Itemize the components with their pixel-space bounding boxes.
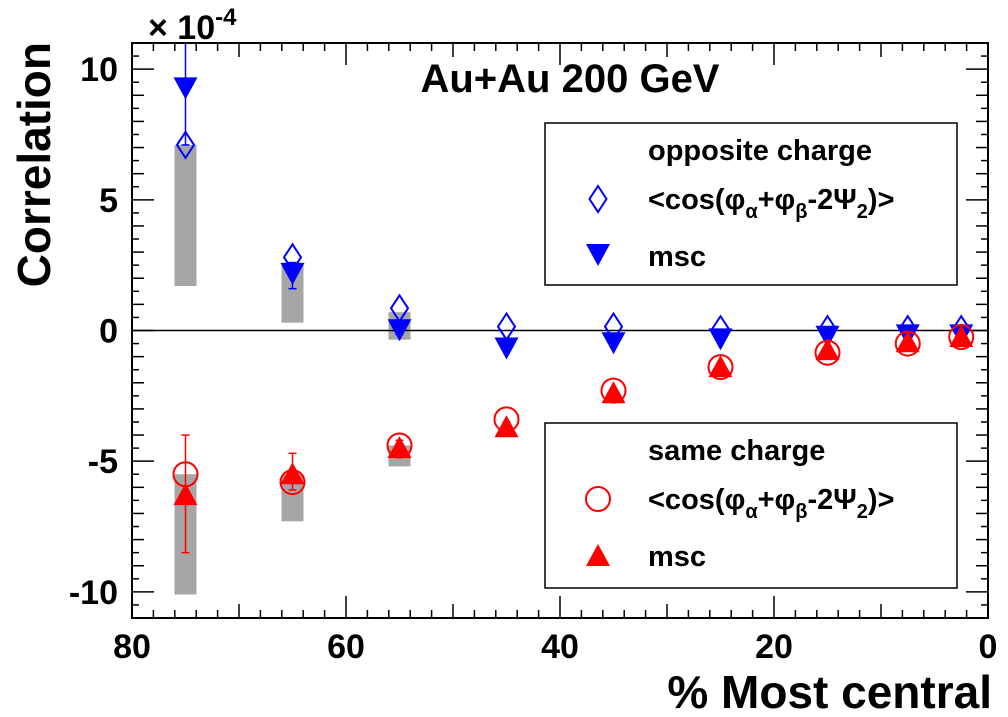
legend-text: )>: [868, 184, 895, 216]
legend-marker: [588, 184, 608, 214]
legend-label: msc: [648, 241, 706, 273]
y-tick-label: -5: [88, 443, 118, 481]
legend-box: [544, 422, 958, 589]
data-point: [815, 325, 840, 348]
legend-subscript: 2: [857, 201, 868, 223]
data-point: [173, 483, 198, 506]
legend-text: -2Ψ: [808, 484, 857, 516]
legend-header: same charge: [648, 435, 825, 467]
x-tick-label: 40: [541, 628, 579, 666]
legend-text: -2Ψ: [808, 184, 857, 216]
y-tick-label: 10: [80, 51, 118, 89]
legend-marker: [586, 544, 610, 566]
legend-subscript: 2: [857, 501, 868, 523]
data-point: [496, 311, 517, 342]
data-point: [895, 330, 920, 353]
legend-text: +φ: [758, 184, 796, 216]
legend-upper-right: opposite charge <cos(φα+φβ-2Ψ2)> msc: [544, 122, 958, 286]
data-point: [387, 436, 412, 459]
data-point: [949, 325, 974, 348]
data-point: [494, 415, 519, 438]
x-tick-label: 80: [113, 628, 151, 666]
data-series: [172, 43, 975, 554]
data-point: [494, 337, 519, 360]
y-tick-label: -10: [69, 574, 118, 612]
data-point: [601, 381, 626, 404]
legend-lower-right: same charge <cos(φα+φβ-2Ψ2)> msc: [544, 422, 958, 589]
legend-text: <cos(φ: [648, 184, 745, 216]
data-point: [175, 130, 196, 160]
y-tick-label: 5: [99, 182, 118, 220]
legend-marker: [585, 486, 611, 512]
systematic-band-opposite-0: [174, 144, 197, 287]
y-axis-label: Correlation: [8, 42, 60, 287]
x-tick-label: 20: [755, 628, 793, 666]
legend-marker: [586, 244, 610, 266]
legend-subscript: β: [795, 201, 807, 223]
legend-subscript: β: [795, 501, 807, 523]
axis-scale-label: × 10: [148, 9, 215, 47]
legend-label: <cos(φα+φβ-2Ψ2)>: [648, 184, 894, 223]
chart-title: Au+Au 200 GeV: [420, 57, 719, 101]
legend-header: opposite charge: [648, 135, 872, 167]
data-point: [708, 328, 733, 351]
axis-scale-exponent: -4: [215, 4, 237, 31]
legend-box: [544, 122, 958, 286]
legend-text: )>: [868, 484, 895, 516]
y-tick-label: 0: [99, 313, 118, 351]
data-point: [173, 77, 198, 100]
legend-subscript: α: [745, 501, 758, 523]
data-point: [387, 319, 412, 342]
legend-text: <cos(φ: [648, 484, 745, 516]
x-tick-label: 0: [979, 628, 998, 666]
plot-axes: 80 60 40 20 0 10 5 0 -5 -10: [69, 42, 998, 666]
systematic-band-opposite-1: [281, 262, 304, 323]
legend-text: +φ: [758, 484, 796, 516]
legend-label: <cos(φα+φβ-2Ψ2)>: [648, 484, 894, 523]
x-tick-label: 60: [327, 628, 365, 666]
data-point: [280, 263, 305, 285]
data-point: [708, 355, 733, 378]
axis-scale-factor: × 10-4: [148, 4, 237, 47]
series-same-triangle-up: [173, 325, 974, 554]
systematic-uncertainty-bands: [174, 144, 411, 595]
x-axis-label: % Most central: [667, 666, 992, 717]
legend-subscript: α: [745, 201, 758, 223]
data-point: [280, 462, 305, 485]
systematic-band-same-4: [281, 474, 304, 522]
data-point: [601, 332, 626, 355]
legend-label: msc: [648, 541, 706, 573]
data-point: [815, 338, 840, 361]
